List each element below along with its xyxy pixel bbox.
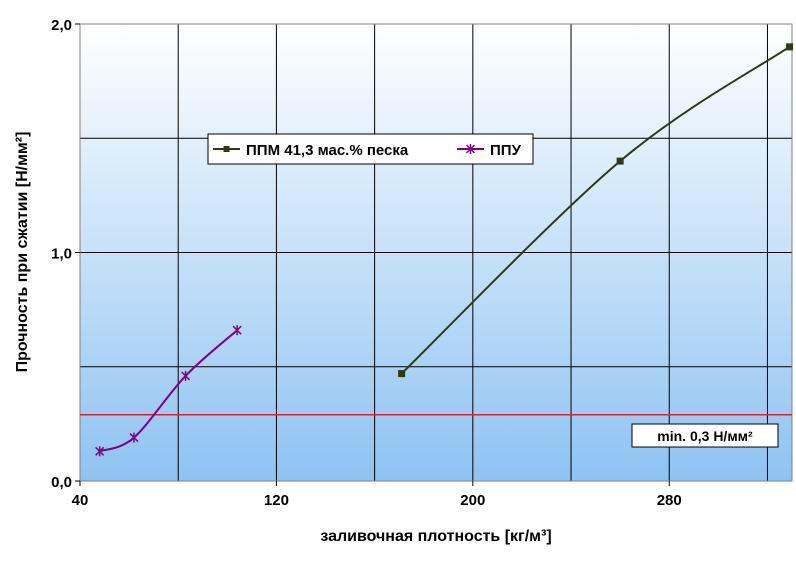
legend-marker-ppu — [465, 144, 476, 154]
data-point-asterisk — [232, 325, 242, 336]
tick-labels: 40 120 200 280 0,0 1,0 2,0 — [51, 17, 682, 509]
data-point-square — [616, 157, 624, 165]
min-annotation-label: min. 0,3 Н/мм² — [657, 428, 753, 444]
legend-marker-ppm — [223, 146, 230, 152]
min-annotation-box — [631, 423, 779, 448]
data-point-square — [786, 43, 794, 51]
data-point-asterisk — [95, 446, 105, 457]
x-tick-label: 280 — [657, 492, 682, 509]
min-annotation: min. 0,3 Н/мм² — [631, 423, 779, 448]
x-tick-label: 120 — [264, 492, 289, 509]
x-tick-label: 40 — [72, 492, 89, 509]
legend-label-ppu: ППУ — [490, 142, 522, 159]
x-axis-title: заливочная плотность [кг/м³] — [320, 528, 551, 545]
series-layer — [95, 43, 794, 457]
legend: ППМ 41,3 мас.% песка ППУ — [207, 133, 534, 165]
data-point-asterisk — [129, 432, 139, 443]
data-point-square — [398, 370, 406, 378]
x-tick-label: 200 — [460, 492, 485, 509]
series-line-1 — [99, 329, 238, 453]
data-point-asterisk — [181, 370, 191, 381]
y-tick-label: 0,0 — [51, 474, 72, 491]
y-tick-label: 1,0 — [51, 246, 72, 263]
y-axis-title: Прочность при сжатии [Н/мм²] — [14, 132, 31, 373]
y-tick-label: 2,0 — [51, 17, 72, 34]
series-line-0 — [400, 46, 791, 375]
legend-label-ppm: ППМ 41,3 мас.% песка — [246, 142, 409, 159]
